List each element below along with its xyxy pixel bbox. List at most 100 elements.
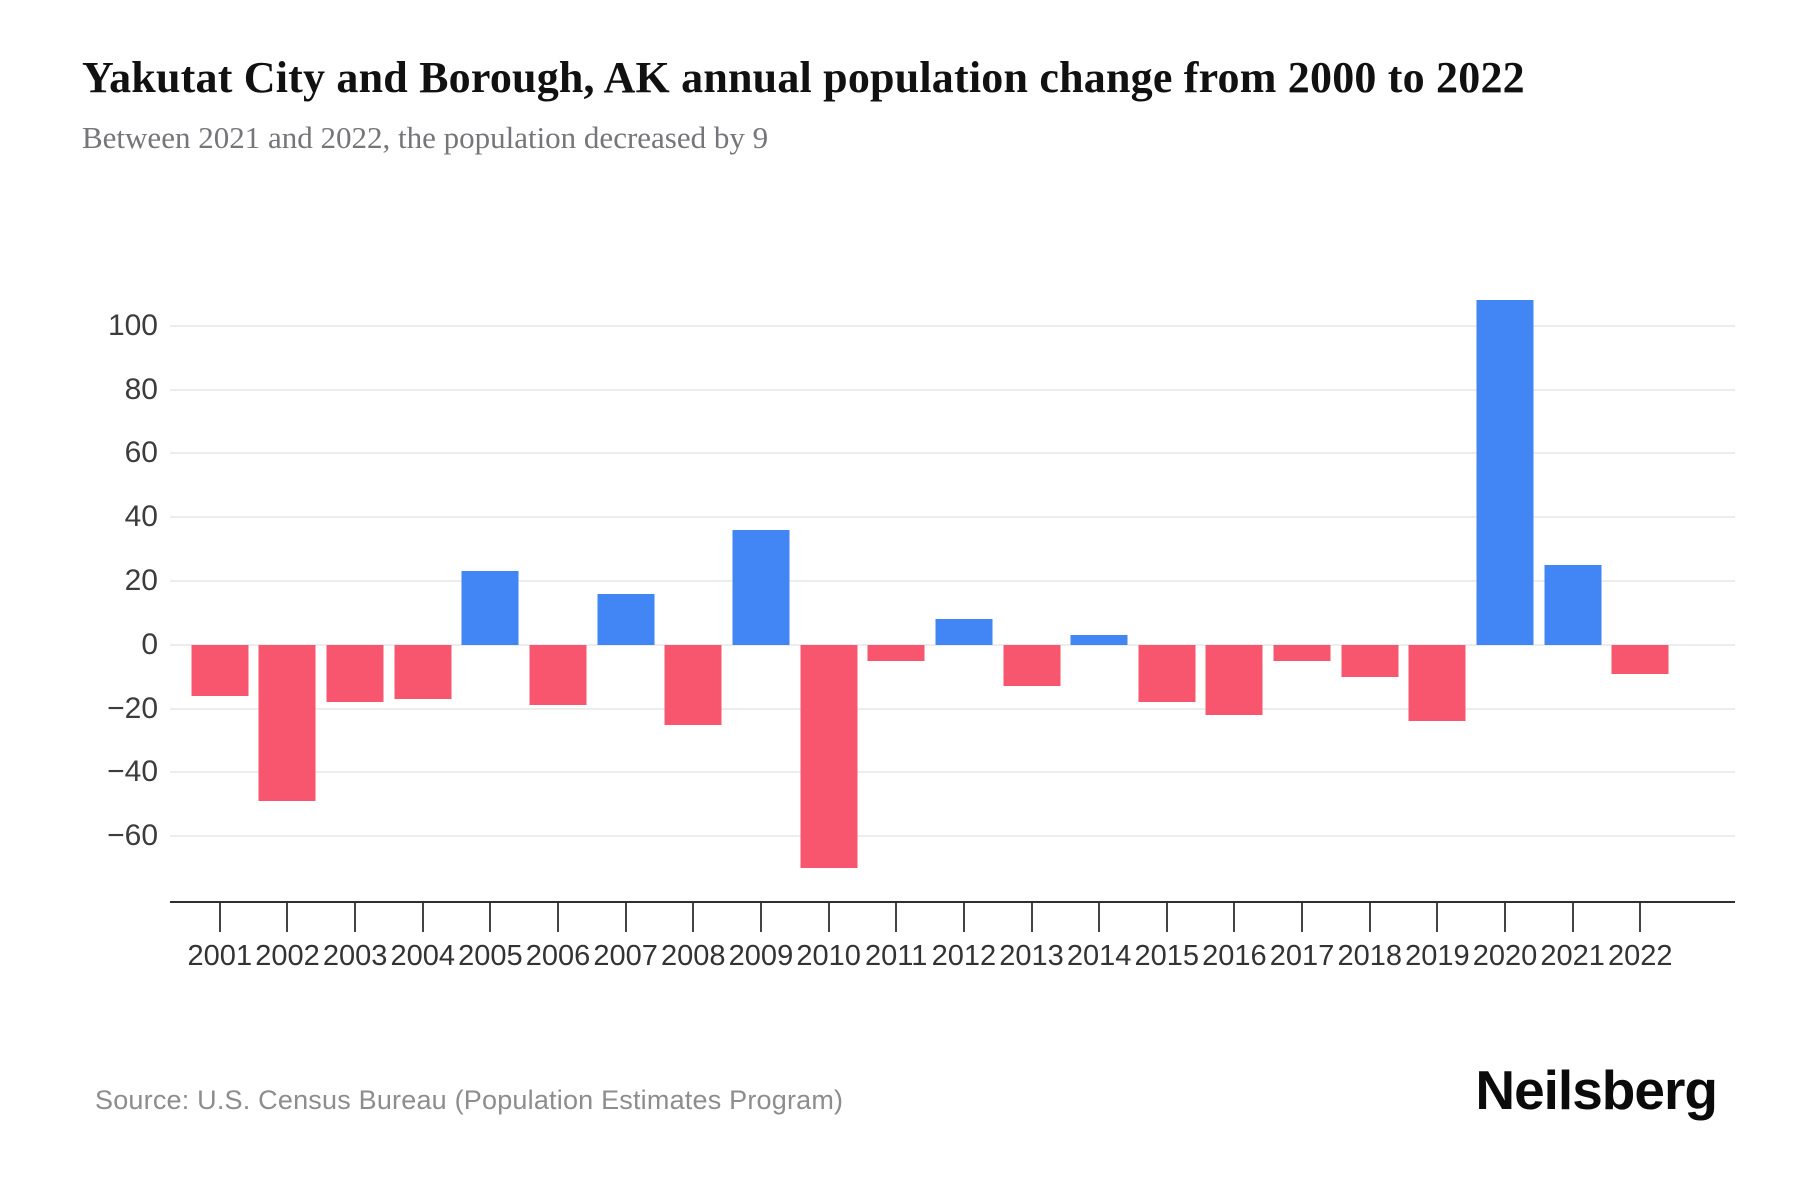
x-tick-mark-2007 xyxy=(624,903,627,932)
bar-slot-2013 xyxy=(998,262,1066,900)
x-tick-slot-2007: 2007 xyxy=(592,903,660,973)
bar-slot-2007 xyxy=(592,262,660,900)
y-axis-label--60: −60 xyxy=(107,819,158,853)
y-axis-label-40: 40 xyxy=(124,500,158,534)
x-tick-slot-2008: 2008 xyxy=(659,903,727,973)
bar-2017-value--5[interactable] xyxy=(1273,644,1331,661)
x-tick-mark-2010 xyxy=(827,903,830,932)
x-axis-label-2006: 2006 xyxy=(525,940,591,972)
x-tick-slot-2021: 2021 xyxy=(1539,903,1607,973)
bar-slot-2019 xyxy=(1404,262,1472,900)
bar-2012-value-8[interactable] xyxy=(935,619,993,645)
x-tick-mark-2011 xyxy=(895,903,898,932)
gridline-y-0 xyxy=(170,643,1735,646)
x-tick-mark-2006 xyxy=(557,903,560,932)
x-tick-slot-2020: 2020 xyxy=(1471,903,1539,973)
bar-slot-2017 xyxy=(1268,262,1336,900)
bar-2008-value--25[interactable] xyxy=(664,644,722,725)
bar-2005-value-23[interactable] xyxy=(461,571,519,645)
x-tick-slot-2001: 2001 xyxy=(186,903,254,973)
x-axis-label-2008: 2008 xyxy=(661,940,726,972)
bar-slot-2022 xyxy=(1606,262,1674,900)
x-axis-label-2021: 2021 xyxy=(1540,940,1605,972)
x-axis-label-2015: 2015 xyxy=(1134,940,1200,972)
bar-slot-2016 xyxy=(1201,262,1269,900)
x-axis-label-2018: 2018 xyxy=(1337,940,1402,972)
y-axis-label--20: −20 xyxy=(107,691,158,725)
x-tick-mark-2001 xyxy=(218,903,221,932)
x-axis-label-2007: 2007 xyxy=(593,940,658,972)
x-tick-slot-2016: 2016 xyxy=(1201,903,1269,973)
y-axis-label-100: 100 xyxy=(107,308,158,342)
x-tick-slot-2002: 2002 xyxy=(254,903,322,973)
bar-2020-value-108[interactable] xyxy=(1476,300,1534,645)
x-tick-mark-2005 xyxy=(489,903,492,932)
bar-2016-value--22[interactable] xyxy=(1205,644,1263,715)
bar-2006-value--19[interactable] xyxy=(529,644,587,706)
x-axis-label-2014: 2014 xyxy=(1066,940,1132,972)
gridline-y--60 xyxy=(170,835,1735,838)
x-tick-mark-2009 xyxy=(759,903,762,932)
x-axis-label-2013: 2013 xyxy=(999,940,1064,972)
gridline-y-60 xyxy=(170,452,1735,455)
x-axis-label-2010: 2010 xyxy=(796,940,861,972)
neilsberg-logo: Neilsberg xyxy=(1475,1059,1718,1121)
bar-2015-value--18[interactable] xyxy=(1138,644,1196,703)
y-axis-label-20: 20 xyxy=(124,564,158,597)
bar-2002-value--49[interactable] xyxy=(258,644,316,802)
y-axis-label--40: −40 xyxy=(107,755,158,789)
x-tick-mark-2015 xyxy=(1165,903,1168,932)
x-tick-slot-2015: 2015 xyxy=(1133,903,1201,973)
x-axis-label-2004: 2004 xyxy=(390,940,455,972)
x-tick-slot-2003: 2003 xyxy=(321,903,389,973)
x-tick-slot-2017: 2017 xyxy=(1268,903,1336,973)
x-tick-mark-2016 xyxy=(1233,903,1236,932)
bar-slot-2009 xyxy=(727,262,795,900)
gridline-y-40 xyxy=(170,516,1735,519)
x-tick-mark-2014 xyxy=(1098,903,1101,932)
x-axis-label-2001: 2001 xyxy=(187,940,253,972)
x-axis-label-2017: 2017 xyxy=(1269,940,1335,972)
x-tick-slot-2010: 2010 xyxy=(795,903,863,973)
bar-2010-value--70[interactable] xyxy=(800,644,858,869)
x-axis-label-2012: 2012 xyxy=(931,940,997,972)
x-tick-mark-2003 xyxy=(354,903,357,932)
x-tick-slot-2009: 2009 xyxy=(727,903,795,973)
bar-2004-value--17[interactable] xyxy=(394,644,452,700)
x-tick-slot-2006: 2006 xyxy=(524,903,592,973)
x-tick-mark-2020 xyxy=(1503,903,1506,932)
bar-2019-value--24[interactable] xyxy=(1408,644,1466,722)
bar-2003-value--18[interactable] xyxy=(326,644,384,703)
x-axis-label-2016: 2016 xyxy=(1202,940,1267,972)
gridline-y-20 xyxy=(170,580,1735,582)
x-tick-mark-2018 xyxy=(1368,903,1371,932)
plot-area xyxy=(170,262,1735,900)
x-tick-mark-2021 xyxy=(1571,903,1574,932)
x-tick-slot-2005: 2005 xyxy=(457,903,525,973)
bar-2014-value-3[interactable] xyxy=(1070,635,1128,645)
bar-2009-value-36[interactable] xyxy=(732,529,790,645)
bar-2021-value-25[interactable] xyxy=(1544,565,1602,645)
bar-2007-value-16[interactable] xyxy=(597,593,655,645)
bar-2022-value--9[interactable] xyxy=(1611,644,1669,674)
gridline-y--40 xyxy=(170,771,1735,774)
bar-slot-2020 xyxy=(1471,262,1539,900)
bar-slot-2006 xyxy=(524,262,592,900)
x-axis-line xyxy=(170,901,1735,903)
x-tick-mark-2008 xyxy=(692,903,695,932)
x-tick-mark-2012 xyxy=(962,903,965,932)
x-tick-mark-2019 xyxy=(1436,903,1439,932)
y-axis-label-80: 80 xyxy=(124,372,158,406)
bars-layer xyxy=(186,262,1674,900)
bar-slot-2012 xyxy=(930,262,998,900)
source-note: Source: U.S. Census Bureau (Population E… xyxy=(95,1085,844,1115)
bar-slot-2003 xyxy=(321,262,389,900)
x-axis-label-2003: 2003 xyxy=(322,940,388,972)
gridline-y-80 xyxy=(170,388,1735,391)
bar-2013-value--13[interactable] xyxy=(1003,644,1060,687)
y-axis-label-60: 60 xyxy=(124,436,158,470)
bar-2011-value--5[interactable] xyxy=(867,644,925,661)
bar-2018-value--10[interactable] xyxy=(1341,644,1399,677)
bar-2001-value--16[interactable] xyxy=(191,644,249,696)
